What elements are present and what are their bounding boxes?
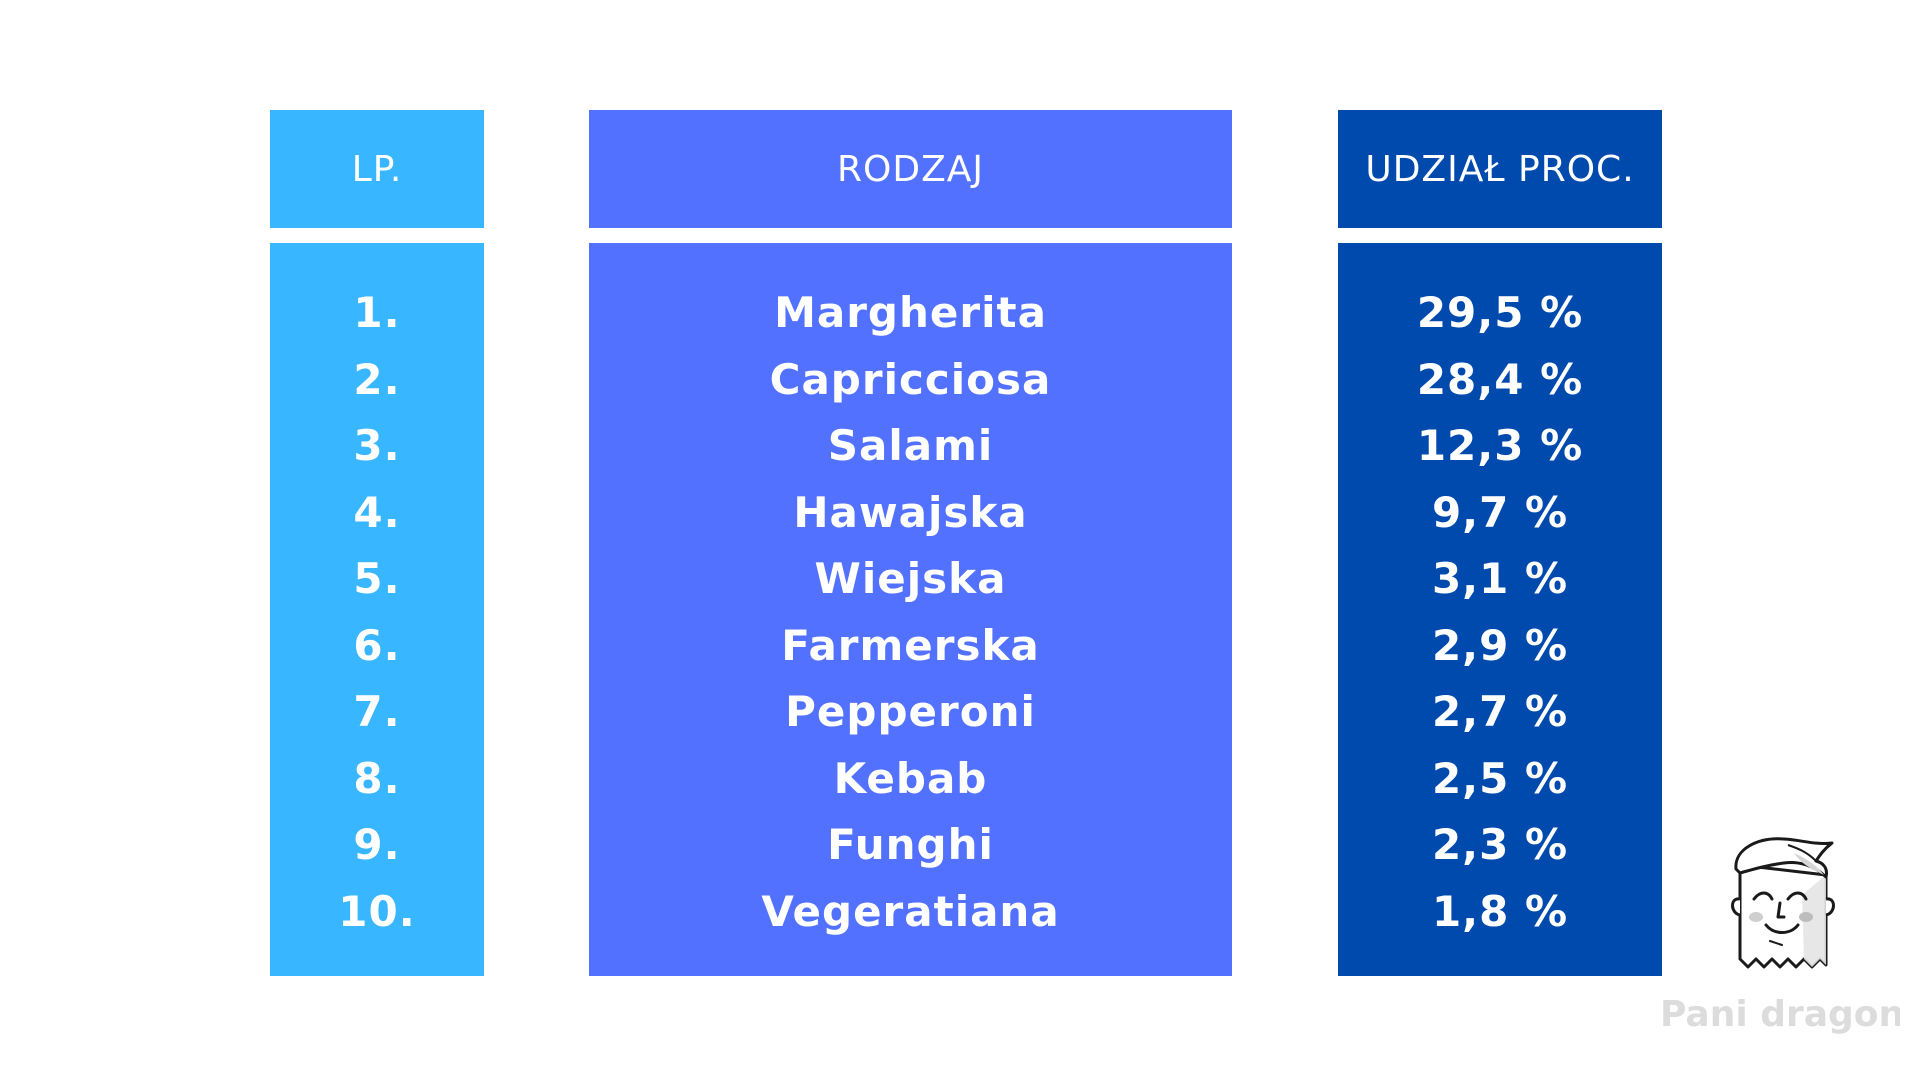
lp-cell: 6. xyxy=(353,620,401,670)
udzial-cell: 12,3 % xyxy=(1416,421,1584,470)
lp-cell: 1. xyxy=(353,288,401,337)
udzial-cell: 3,1 % xyxy=(1431,554,1569,603)
rodzaj-cell: Farmerska xyxy=(781,620,1040,670)
udzial-cell: 28,4 % xyxy=(1416,354,1584,404)
brand-name: Pani dragon xyxy=(1660,995,1900,1035)
lp-cell: 2. xyxy=(353,354,401,404)
udzial-cell: 9,7 % xyxy=(1431,487,1569,537)
receipt-mascot-icon xyxy=(1731,837,1835,969)
lp-cell: 3. xyxy=(353,421,401,470)
rodzaj-cell: Capricciosa xyxy=(769,354,1052,404)
udzial-cell: 1,8 % xyxy=(1431,886,1569,936)
rodzaj-cell: Vegeratiana xyxy=(761,886,1060,936)
rodzaj-cell: Funghi xyxy=(827,820,994,869)
lp-cell: 4. xyxy=(353,487,401,537)
udzial-cell: 29,5 % xyxy=(1416,288,1584,337)
rodzaj-cell: Kebab xyxy=(833,753,988,803)
rodzaj-cell: Hawajska xyxy=(793,487,1028,537)
column-udzial: 29,5 % 28,4 % 12,3 % 9,7 % 3,1 % 2,9 % 2… xyxy=(1338,243,1662,976)
rodzaj-cell: Salami xyxy=(827,421,994,470)
rodzaj-cell: Pepperoni xyxy=(785,687,1036,736)
lp-cell: 5. xyxy=(353,554,401,603)
header-lp: LP. xyxy=(270,110,484,228)
lp-cell: 10. xyxy=(338,886,416,936)
lp-cell: 9. xyxy=(353,820,401,869)
rodzaj-cell: Wiejska xyxy=(814,554,1007,603)
udzial-cell: 2,9 % xyxy=(1431,620,1569,670)
udzial-cell: 2,5 % xyxy=(1431,753,1569,803)
header-rodzaj: RODZAJ xyxy=(589,110,1232,228)
lp-cell: 8. xyxy=(353,753,401,803)
udzial-cell: 2,7 % xyxy=(1431,687,1569,736)
lp-cell: 7. xyxy=(353,687,401,736)
column-lp: 1. 2. 3. 4. 5. 6. 7. 8. 9. 10. xyxy=(270,243,484,976)
rodzaj-cell: Margherita xyxy=(774,288,1047,337)
udzial-cell: 2,3 % xyxy=(1431,820,1569,869)
column-rodzaj: Margherita Capricciosa Salami Hawajska W… xyxy=(589,243,1232,976)
header-udzial: UDZIAŁ PROC. xyxy=(1338,110,1662,228)
